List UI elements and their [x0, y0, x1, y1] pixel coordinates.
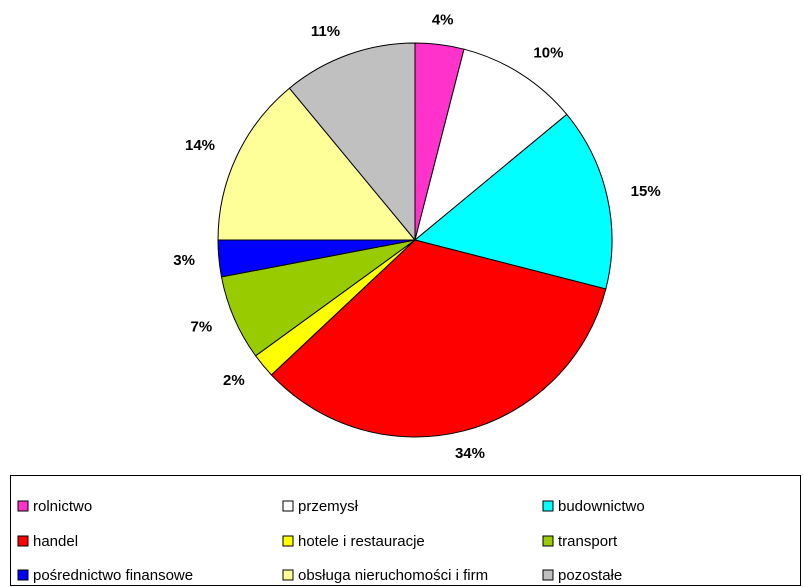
legend-label: hotele i restauracje — [298, 533, 425, 550]
legend-box — [10, 475, 801, 586]
legend-label: pośrednictwo finansowe — [33, 567, 193, 584]
pie-slice — [288, 42, 416, 242]
slice-label: 4% — [432, 12, 454, 29]
slice-label: 34% — [455, 445, 485, 462]
pie-slice — [413, 113, 613, 290]
legend-label: pozostałe — [558, 567, 622, 584]
slice-label: 3% — [173, 252, 195, 269]
legend-swatch — [17, 500, 29, 512]
legend-swatch — [17, 569, 29, 581]
legend-swatch — [282, 569, 294, 581]
legend-swatch — [282, 535, 294, 547]
pie-slice — [217, 87, 417, 241]
slice-label: 7% — [190, 319, 212, 336]
legend-swatch — [542, 569, 554, 581]
legend-label: przemysł — [298, 498, 359, 515]
pie-slice — [270, 239, 607, 438]
legend-label: obsługa nieruchomości i firm — [298, 567, 488, 584]
legend-swatch — [17, 535, 29, 547]
legend-swatch — [542, 535, 554, 547]
pie-slice — [414, 48, 568, 242]
legend-label: budownictwo — [558, 498, 645, 515]
legend-label: handel — [33, 533, 78, 550]
slice-label: 15% — [631, 183, 661, 200]
slice-label: 10% — [533, 44, 563, 61]
slice-label: 2% — [223, 372, 245, 389]
legend-label: rolnictwo — [33, 498, 92, 515]
legend-swatch — [282, 500, 294, 512]
slice-label: 14% — [185, 137, 215, 154]
slice-label: 11% — [311, 23, 340, 40]
legend-swatch — [542, 500, 554, 512]
legend-label: transport — [558, 533, 618, 550]
